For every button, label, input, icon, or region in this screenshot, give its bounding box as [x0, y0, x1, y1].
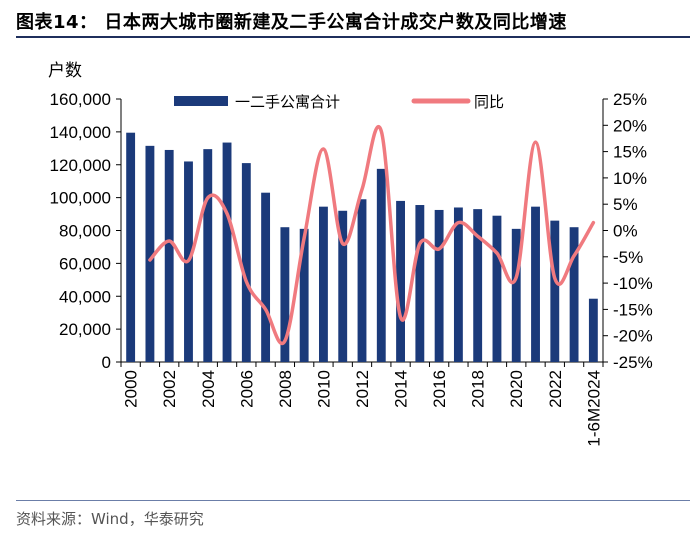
bar-2017 — [453, 207, 463, 362]
bar-2022 — [550, 220, 560, 362]
bar-1-6M2024 — [588, 298, 598, 362]
y-axis-label: 户数 — [48, 61, 82, 80]
x-tick-label: 2014 — [392, 370, 411, 408]
bar-2000 — [126, 132, 136, 362]
bar-2010 — [319, 206, 328, 362]
y2-tick-label: 20% — [613, 116, 647, 135]
x-tick-label: 1-6M2024 — [584, 370, 603, 447]
x-tick-label: 2008 — [276, 370, 295, 408]
y2-tick-label: 5% — [613, 195, 638, 214]
x-tick-label: 2006 — [237, 370, 256, 408]
bar-2002 — [164, 149, 174, 362]
legend-bar-label: 一二手公寓合计 — [235, 93, 340, 111]
bar-2014 — [396, 200, 405, 362]
bar-2008 — [280, 227, 290, 362]
y2-tick-label: -25% — [613, 353, 653, 372]
x-tick-label: 2000 — [122, 370, 141, 408]
y-tick-label: 20,000 — [59, 320, 111, 339]
x-tick-label: 2022 — [546, 370, 565, 408]
y2-tick-label: 15% — [613, 143, 647, 162]
x-tick-label: 2018 — [469, 370, 488, 408]
bar-2007 — [261, 192, 271, 362]
bar-2005 — [222, 142, 232, 362]
labels-layer: 0 20,000 40,000 60,000 80,000 100,000 120,000 1… — [50, 90, 653, 447]
x-tick-label: 2012 — [353, 370, 372, 408]
bar-2011 — [338, 210, 348, 362]
y-tick-label: 0 — [102, 353, 111, 372]
bars-layer — [126, 132, 598, 362]
bar-2004 — [203, 149, 213, 362]
y-tick-label: 80,000 — [59, 222, 111, 241]
y2-tick-label: -20% — [613, 327, 653, 346]
legend-line-label: 同比 — [474, 93, 504, 111]
y-tick-label: 60,000 — [59, 254, 111, 273]
x-tick-label: 2002 — [160, 370, 179, 408]
bar-2015 — [415, 205, 425, 362]
line-layer — [148, 125, 596, 346]
bar-2021 — [531, 206, 540, 362]
bar-2019 — [492, 215, 502, 362]
y2-tick-label: -10% — [613, 274, 653, 293]
y2-tick-label: 25% — [613, 90, 647, 109]
x-tick-label: 2020 — [507, 370, 526, 408]
bar-2013 — [376, 168, 386, 362]
y-tick-label: 160,000 — [50, 90, 111, 109]
x-tick-label: 2010 — [314, 370, 333, 408]
bar-2018 — [473, 209, 483, 362]
y-tick-label: 120,000 — [50, 156, 111, 175]
yoy-growth-line — [148, 125, 596, 346]
bar-2012 — [357, 199, 367, 362]
x-tick-label: 2004 — [199, 370, 218, 408]
y2-tick-label: 10% — [613, 169, 647, 188]
footer-divider — [16, 500, 690, 501]
y-tick-label: 140,000 — [50, 123, 111, 142]
legend-bar-swatch — [174, 96, 228, 106]
bar-2023 — [569, 227, 579, 362]
legend: 一二手公寓合计 同比 — [174, 93, 504, 111]
source-note: 资料来源：Wind，华泰研究 — [16, 510, 204, 528]
x-tick-label: 2016 — [430, 370, 449, 408]
bar-2020 — [511, 228, 521, 362]
title-divider — [16, 36, 690, 38]
chart-title: 图表14： 日本两大城市圈新建及二手公寓合计成交户数及同比增速 — [16, 12, 567, 33]
bar-2006 — [241, 163, 251, 362]
y-tick-label: 100,000 — [50, 189, 111, 208]
y2-tick-label: -15% — [613, 300, 653, 319]
bar-2016 — [434, 209, 444, 362]
y2-tick-label: 0% — [613, 222, 638, 241]
bar-2001 — [145, 145, 155, 362]
y2-tick-label: -5% — [613, 248, 643, 267]
y-tick-label: 40,000 — [59, 287, 111, 306]
bar-2009 — [299, 228, 309, 362]
